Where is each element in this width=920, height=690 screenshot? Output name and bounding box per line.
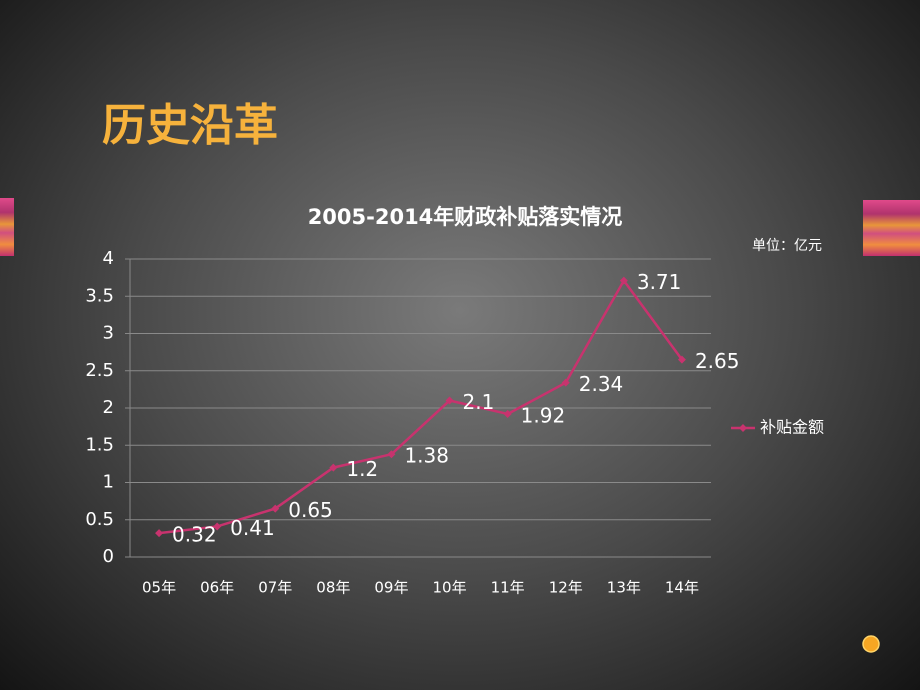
data-point (271, 504, 280, 513)
x-tick-label: 13年 (607, 579, 641, 597)
y-tick-label: 4 (103, 248, 114, 269)
data-line (158, 278, 683, 535)
data-point (561, 378, 570, 387)
unit-note: 单位：亿元 (752, 238, 822, 254)
y-tick-label: 0 (103, 546, 114, 567)
x-tick-label: 11年 (491, 579, 525, 597)
y-tick-label: 2.5 (85, 360, 114, 381)
data-label: 3.71 (637, 270, 682, 294)
y-tick-label: 0.5 (85, 509, 114, 530)
data-label: 1.92 (521, 403, 566, 427)
data-point (387, 450, 396, 459)
x-tick-label: 07年 (258, 579, 292, 597)
x-tick-label: 09年 (374, 579, 408, 597)
data-label: 0.65 (288, 498, 333, 522)
y-tick-label: 3.5 (85, 285, 114, 306)
data-point (329, 463, 338, 472)
data-label: 0.41 (230, 516, 275, 540)
data-label: 2.1 (463, 390, 495, 414)
decor-dot (862, 635, 880, 653)
data-point (213, 522, 222, 531)
x-tick-label: 08年 (316, 579, 350, 597)
data-label: 2.65 (695, 349, 740, 373)
data-label: 0.32 (172, 523, 217, 547)
x-tick-label: 05年 (142, 579, 176, 597)
x-tick-label: 14年 (665, 579, 699, 597)
data-label: 1.2 (346, 457, 378, 481)
data-label: 1.38 (404, 444, 449, 468)
y-tick-label: 3 (103, 323, 114, 344)
data-point (155, 529, 164, 538)
data-point (677, 355, 686, 364)
x-tick-label: 12年 (549, 579, 583, 597)
data-point (619, 276, 628, 285)
chart-title: 2005-2014年财政补贴落实情况 (308, 205, 623, 229)
legend-marker (739, 424, 747, 432)
x-tick-label: 10年 (433, 579, 467, 597)
y-tick-label: 1.5 (85, 434, 114, 455)
y-tick-label: 2 (103, 397, 114, 418)
y-tick-label: 1 (103, 472, 114, 493)
data-point (503, 409, 512, 418)
decor-stripe (863, 200, 920, 256)
x-tick-label: 06年 (200, 579, 234, 597)
legend-label: 补贴金额 (760, 418, 824, 437)
data-point (445, 396, 454, 405)
slide-title: 历史沿革 (102, 100, 278, 151)
decor-stripe (0, 198, 14, 256)
data-label: 2.34 (579, 372, 624, 396)
